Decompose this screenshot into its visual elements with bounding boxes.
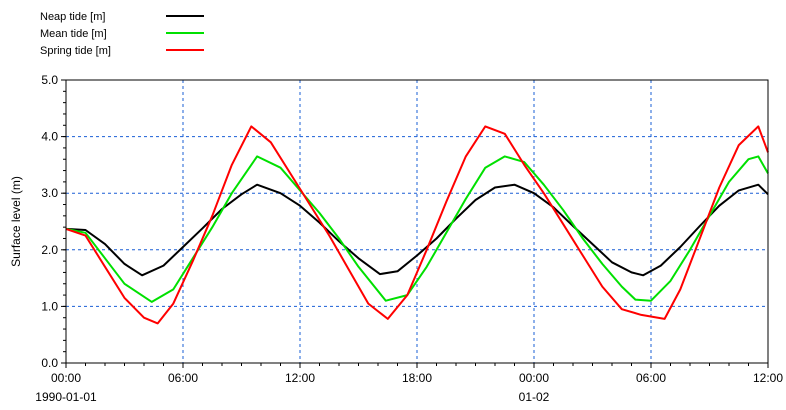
y-tick-label: 2.0 <box>41 243 58 257</box>
x-axis: 00:00 1990-01-01 06:00 12:00 18:00 00:00 01-02… <box>35 363 783 404</box>
x-tick-label: 06:00 <box>636 371 666 385</box>
x-tick-label: 12:00 <box>285 371 315 385</box>
series-line-1 <box>65 155 769 303</box>
x-tick-label: 00:00 <box>51 371 81 385</box>
x-date-label: 01-02 <box>519 390 550 404</box>
legend: Neap tide [m] Mean tide [m] Spring tide [m… <box>40 11 204 57</box>
grid-lines <box>66 80 768 363</box>
x-date-label: 1990-01-01 <box>35 390 97 404</box>
y-tick-label: 5.0 <box>41 73 58 87</box>
x-tick-label: 18:00 <box>402 371 432 385</box>
series-lines <box>65 125 769 325</box>
legend-label: Mean tide [m] <box>40 28 107 40</box>
x-tick-label: 06:00 <box>168 371 198 385</box>
x-tick-label: 12:00 <box>753 371 783 385</box>
y-tick-label: 0.0 <box>41 356 58 370</box>
legend-label: Spring tide [m] <box>40 45 111 57</box>
y-axis-label: Surface level (m) <box>9 176 23 267</box>
y-tick-label: 3.0 <box>41 186 58 200</box>
x-tick-label: 00:00 <box>519 371 549 385</box>
y-axis: 0.0 1.0 2.0 3.0 4.0 5.0 <box>41 73 66 370</box>
legend-label: Neap tide [m] <box>40 11 105 23</box>
series-line-0 <box>65 183 769 277</box>
y-tick-label: 1.0 <box>41 299 58 313</box>
y-tick-label: 4.0 <box>41 130 58 144</box>
series-line-2 <box>65 125 769 325</box>
